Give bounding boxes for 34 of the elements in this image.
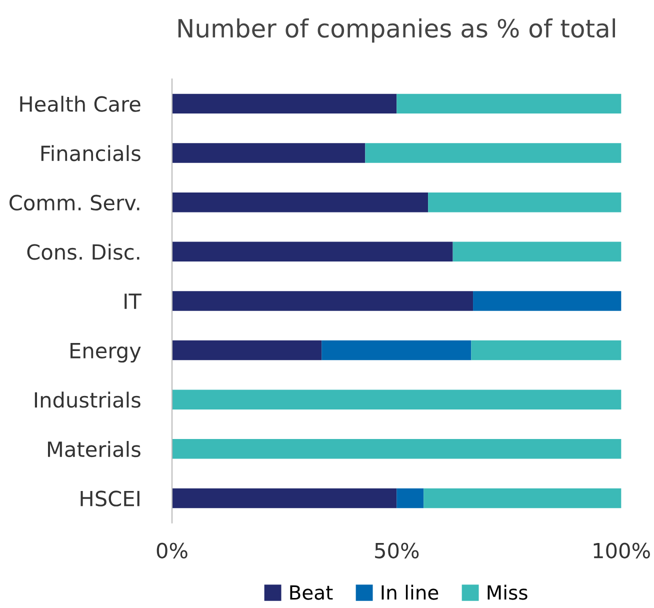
y-tick-label: Financials [41, 145, 140, 162]
x-tick-label: 0% [156, 542, 188, 558]
bar [424, 488, 622, 508]
bar [172, 143, 366, 163]
bar [172, 242, 453, 262]
bar [172, 291, 474, 311]
bar [396, 94, 622, 114]
bar [172, 390, 622, 410]
y-tick-label: IT [124, 294, 142, 309]
legend-label: In line [382, 584, 438, 600]
bar [322, 340, 472, 360]
x-tick-label: 100% [594, 542, 650, 558]
bar [172, 439, 622, 459]
y-tick-label: Materials [48, 440, 140, 458]
bar [172, 340, 322, 360]
bar [396, 488, 424, 508]
bar [172, 488, 397, 508]
bar [471, 340, 622, 360]
y-tick-label: Health Care [20, 96, 140, 112]
bar [473, 291, 622, 311]
y-tick-label: HSCEI [80, 490, 140, 506]
bar [452, 242, 622, 262]
bar [172, 192, 428, 212]
legend-label: Miss [488, 584, 528, 600]
y-tick-label: Cons. Disc. [27, 244, 140, 260]
x-tick-label: 50% [375, 542, 419, 558]
y-tick-label: Industrials [34, 392, 140, 408]
bar [365, 143, 622, 163]
y-tick-label: Comm. Serv. [10, 194, 140, 211]
y-tick-label: Energy [70, 343, 141, 363]
chart-title: Number of companies as % of total [178, 18, 615, 43]
bar [172, 94, 397, 114]
legend-label: Beat [290, 585, 333, 600]
bar [428, 192, 622, 212]
